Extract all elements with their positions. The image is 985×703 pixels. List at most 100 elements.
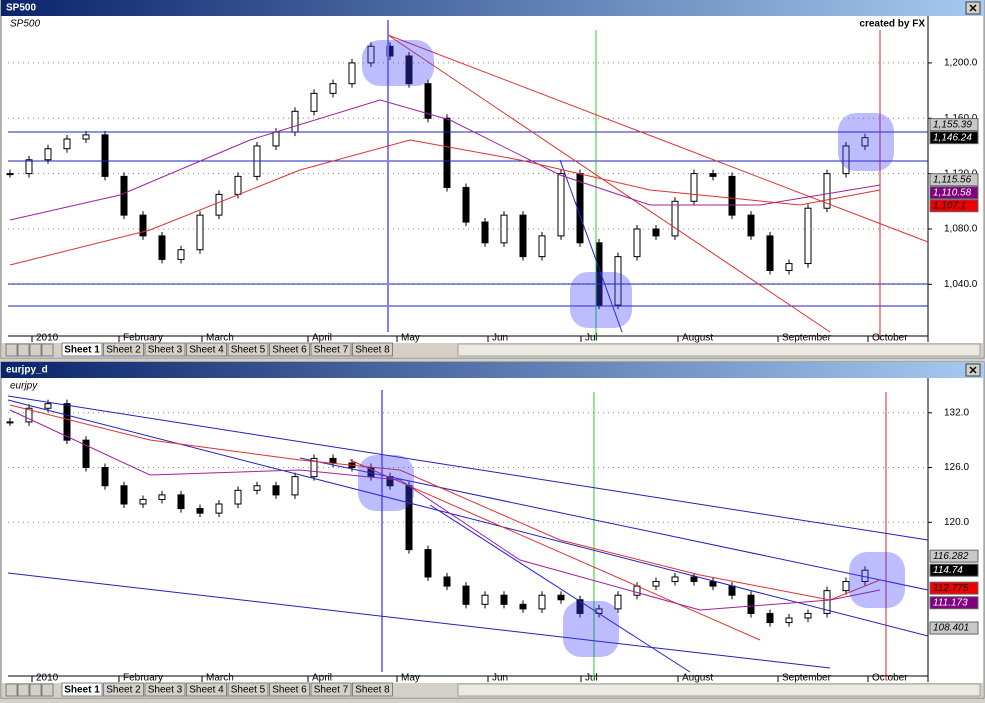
sheet-tab[interactable] [186, 342, 227, 357]
sheet-tab[interactable] [61, 342, 103, 357]
window-frame [0, 361, 985, 699]
candle [690, 173, 698, 202]
sheet-tab[interactable] [103, 342, 144, 357]
nav-button[interactable] [17, 343, 30, 357]
sheet-tab[interactable] [61, 682, 103, 697]
sheet-tab-label: Sheet 6 [272, 685, 307, 696]
candle [766, 235, 774, 271]
nav-button[interactable] [41, 343, 54, 357]
candle [519, 603, 527, 610]
candle [272, 485, 280, 496]
candle [6, 421, 14, 424]
x-tick-label: 2010 [36, 333, 59, 344]
candle [215, 503, 223, 514]
close-icon [969, 366, 977, 374]
sheet-tab[interactable] [352, 682, 393, 697]
scrollbar[interactable] [457, 343, 981, 357]
candle [823, 173, 831, 209]
nav-button[interactable] [29, 683, 42, 697]
scrollbar[interactable] [457, 683, 981, 697]
annotations [8, 20, 929, 340]
sheet-tab-label: Sheet 1 [64, 345, 100, 356]
sheet-tab[interactable] [269, 342, 310, 357]
candle [823, 590, 831, 614]
candle [234, 489, 242, 505]
candle [842, 145, 850, 175]
y-tick-label: 132.0 [944, 407, 969, 418]
sheet-tab[interactable] [144, 682, 186, 697]
price-tag-label: 112.775 [933, 583, 969, 594]
price-tag-label: 1,146.24 [933, 132, 972, 143]
sheet-tab[interactable] [186, 682, 227, 697]
sheet-tab-label: Sheet 3 [148, 685, 183, 696]
candle [804, 612, 812, 619]
candle [709, 581, 717, 587]
candle [215, 193, 223, 216]
sheet-tab-label: Sheet 4 [189, 685, 224, 696]
candle [538, 594, 546, 610]
candle [310, 92, 318, 112]
candle [462, 585, 470, 605]
candle [272, 131, 280, 147]
price-tag-label: 1,115.56 [933, 174, 972, 185]
sheet-tab[interactable] [144, 342, 186, 357]
sheet-tab[interactable] [310, 342, 352, 357]
x-tick-label: February [123, 333, 163, 344]
candle [538, 235, 546, 258]
nav-button[interactable] [5, 343, 18, 357]
candle [481, 221, 489, 244]
candle [6, 173, 14, 176]
candle [234, 175, 242, 195]
sheet-tab-label: Sheet 2 [106, 345, 141, 356]
window-title: eurjpy_d [6, 365, 48, 376]
price-tag-label: 111.173 [933, 597, 968, 608]
nav-button[interactable] [17, 683, 30, 697]
sheet-tab[interactable] [352, 342, 393, 357]
sheet-tab-label: Sheet 5 [231, 345, 266, 356]
sheet-tab[interactable] [227, 342, 269, 357]
nav-button[interactable] [5, 683, 18, 697]
candle [25, 407, 33, 423]
x-tick-label: February [123, 673, 163, 684]
candle [861, 137, 869, 147]
price-tag-label: 108.401 [933, 623, 969, 634]
annotations [7, 390, 929, 680]
x-tick-label: May [401, 333, 420, 344]
price-tag-label: 116.282 [933, 551, 969, 562]
y-tick-label: 1,040.0 [944, 279, 978, 290]
x-tick-label: October [872, 673, 908, 684]
candle [348, 62, 356, 85]
candle [557, 173, 565, 237]
candle [728, 175, 736, 216]
y-tick-label: 1,200.0 [944, 58, 978, 69]
candle [557, 594, 565, 601]
price-tag [929, 621, 979, 635]
x-tick-label: 2010 [36, 673, 59, 684]
candle [120, 175, 128, 216]
close-icon [969, 4, 977, 12]
candle [576, 599, 584, 614]
price-tag [929, 581, 979, 595]
candle [614, 594, 622, 610]
nav-button[interactable] [41, 683, 54, 697]
price-tag-label: 1,155.39 [933, 119, 972, 130]
price-tag-label: 114.74 [933, 565, 963, 576]
sheet-tab[interactable] [103, 682, 144, 697]
sheet-tab[interactable] [269, 682, 310, 697]
candle [747, 594, 755, 614]
candle [633, 228, 641, 258]
candle [424, 549, 432, 578]
sheet-tab[interactable] [227, 682, 269, 697]
price-tag [929, 131, 979, 145]
candle [196, 214, 204, 251]
candle [405, 55, 413, 85]
y-tick-label: 120.0 [944, 517, 969, 528]
nav-button[interactable] [29, 343, 42, 357]
sheet-tab[interactable] [310, 682, 352, 697]
candle [44, 403, 52, 409]
title-bar [1, 362, 984, 378]
candle [785, 617, 793, 624]
